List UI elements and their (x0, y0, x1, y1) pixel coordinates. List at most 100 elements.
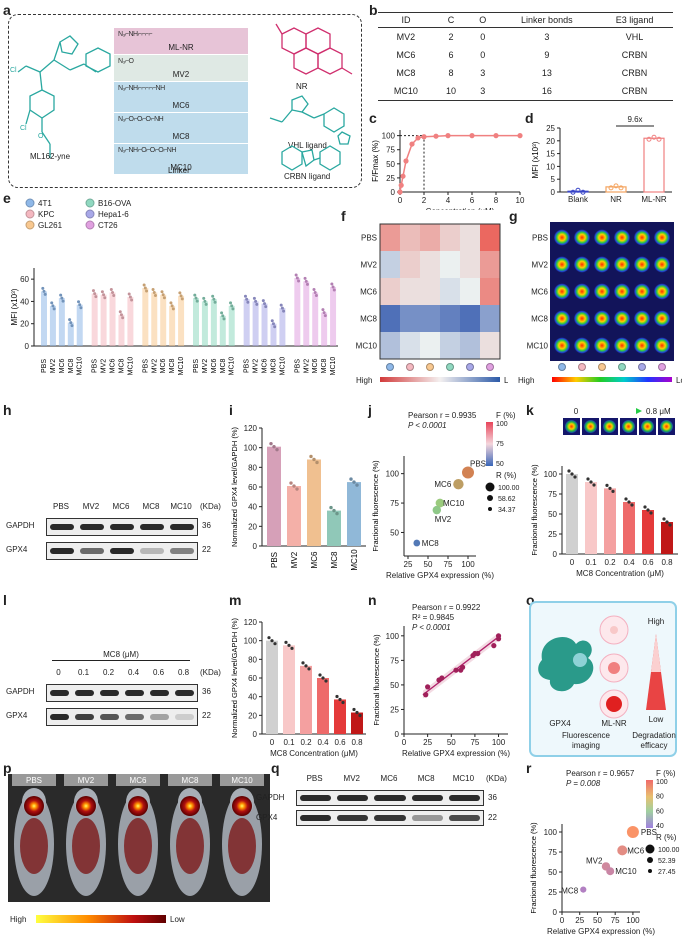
replicate-dot (605, 483, 609, 487)
bar (151, 292, 158, 346)
data-point (469, 133, 475, 139)
band (337, 795, 369, 801)
bar (351, 712, 363, 734)
linker-formula: N₃⌐O⌐O⌐O⌐NH (118, 116, 164, 123)
heatmap-cell (480, 224, 500, 251)
data-point (423, 692, 429, 698)
x-axis-label: Concentration (μM) (426, 207, 495, 210)
bar (91, 293, 98, 346)
replicate-dot (77, 300, 81, 304)
x-tick-label: 50 (424, 560, 433, 569)
replicate-dot (627, 500, 631, 504)
x-tick-label: MC6 (262, 359, 269, 374)
x-tick-label: 0.2 (604, 558, 616, 567)
bar (287, 486, 301, 546)
linker-name: MC8 (172, 132, 190, 141)
replicate-dot (109, 288, 113, 292)
replicate-dot (178, 291, 182, 295)
vhl-structure (269, 95, 351, 145)
heatmap-border (379, 223, 501, 360)
heatmap-cell (420, 305, 440, 332)
x-tick-label: 0.4 (623, 558, 635, 567)
bubble-label: MC8 (422, 539, 439, 548)
row-label: PBS (532, 234, 548, 243)
x-tick-label: 50 (447, 738, 456, 747)
bar (334, 699, 346, 734)
replicate-dot (307, 667, 311, 671)
y-tick-label: 50 (390, 681, 399, 690)
replicate-dot (651, 134, 657, 140)
legend-r-dot (488, 507, 492, 511)
y-tick-label: 60 (248, 674, 257, 683)
bar (109, 292, 116, 346)
svg-text:O: O (38, 133, 44, 140)
replicate-dot (42, 289, 46, 293)
bar (228, 305, 235, 346)
x-tick-label: 2 (422, 196, 427, 205)
data-point (517, 133, 523, 139)
y-tick-label: 5 (551, 175, 556, 184)
lane-label: 0 (56, 668, 61, 677)
heatmap-cell (400, 332, 420, 359)
replicate-dot (284, 640, 288, 644)
chart-m: 0 20 40 60 80 100 120 0 0.1 0.2 0.4 0.6 0.8 MC8 Conce… (230, 617, 366, 758)
legend-f-tick: 40 (656, 823, 664, 830)
bubble (453, 479, 464, 490)
mouse-label-bg (116, 774, 160, 786)
replicate-dot (170, 304, 174, 308)
legend-r-tick: 100.00 (658, 847, 680, 854)
table-cell: MC6 (396, 50, 416, 60)
replicate-dot (332, 508, 336, 513)
replicate-dot (145, 289, 149, 293)
replicate-dot (608, 486, 612, 490)
legend-r-dot (485, 482, 495, 492)
legend-label: GL261 (38, 221, 63, 230)
bar (317, 678, 329, 734)
y-tick-label: 0 (391, 188, 396, 197)
linker-row-ml-nr: N₃⌐NH⌐⌐⌐⌐ ML-NR (114, 28, 248, 55)
efficacy-label: efficacy (641, 741, 668, 750)
well (614, 256, 630, 273)
bar (266, 640, 278, 734)
kda-value: 22 (202, 545, 211, 554)
probe-label: ML162-yne (30, 152, 71, 161)
row-label: MC8 (360, 315, 377, 324)
legend-f-tick: 60 (656, 808, 664, 815)
panel-label-f: f (341, 208, 346, 224)
replicate-dot (355, 483, 359, 487)
replicate-dot (100, 290, 104, 294)
lane-label: 0.4 (127, 668, 140, 677)
degradation-label: Degradation (632, 731, 676, 740)
replicate-dot (245, 297, 249, 301)
y-tick-label: 25 (548, 888, 557, 897)
replicate-dot (263, 302, 267, 306)
row-label: MC8 (531, 315, 548, 324)
replicate-dot (289, 481, 293, 485)
linker-formula: N₃⌐NH⌐⌐⌐⌐⌐NH (118, 85, 165, 92)
replicate-dot (59, 293, 63, 297)
linker-table-wrap: ID C O Linker bonds E3 ligand MV2 2 0 3 VHL MC6 6 0… (378, 12, 673, 101)
svg-text:Cl: Cl (10, 67, 17, 74)
table-cell: 13 (541, 68, 552, 78)
x-tick-label: MC6 (110, 359, 117, 374)
y-tick-label: 15 (546, 150, 555, 159)
replicate-dot (570, 472, 574, 476)
data-point (421, 134, 427, 140)
heatmap-cell (380, 224, 400, 251)
bubble-label: MC10 (615, 867, 637, 876)
legend-r-tick: 100.00 (498, 485, 520, 492)
heatmap-cell (480, 251, 500, 278)
data-point (425, 684, 431, 690)
replicate-dot (221, 314, 225, 318)
well (584, 420, 597, 433)
band (140, 524, 164, 530)
replicate-dot (352, 480, 356, 484)
band (170, 524, 194, 530)
x-tick-label: 0 (570, 558, 575, 567)
color-scale (552, 377, 672, 382)
heatmap-cell (380, 278, 400, 305)
table-cell: 8 (448, 68, 454, 78)
table-cell: CRBN (621, 68, 648, 78)
replicate-dot (331, 285, 335, 289)
table-header: E3 ligand (615, 15, 654, 25)
